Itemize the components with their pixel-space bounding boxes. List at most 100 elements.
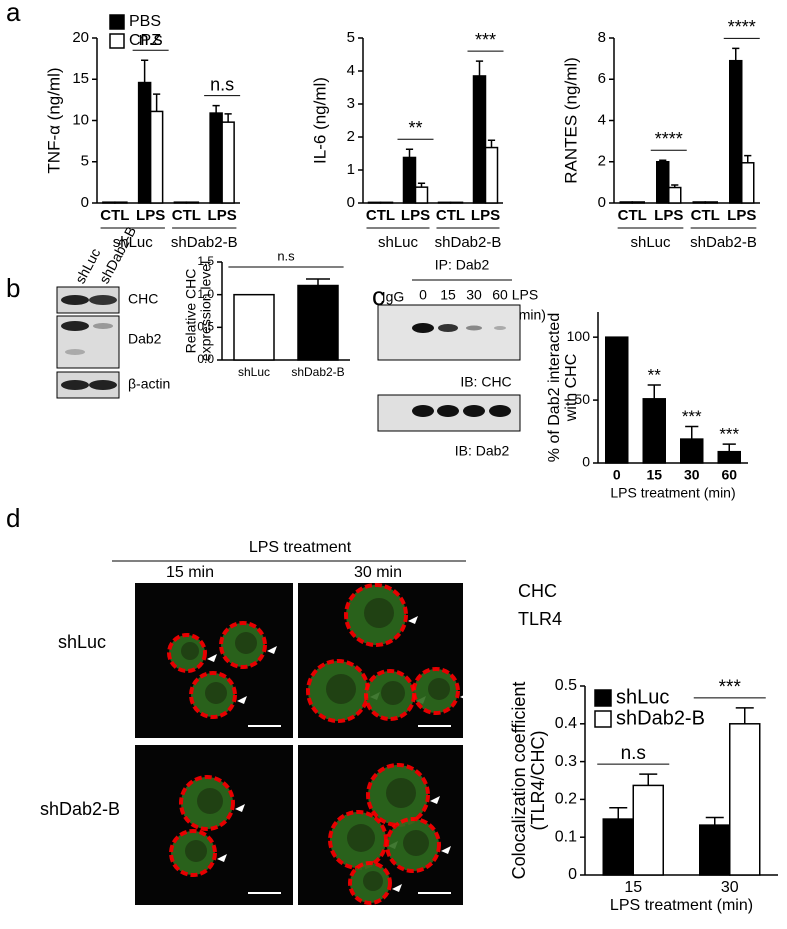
error-bar bbox=[722, 443, 736, 452]
arrowhead bbox=[441, 846, 451, 854]
cell-core bbox=[363, 871, 383, 891]
error-bar bbox=[732, 47, 740, 61]
y-tick-label: 20 bbox=[72, 29, 89, 46]
arrowhead bbox=[267, 646, 277, 654]
cell-core bbox=[205, 682, 227, 704]
y-tick-label: 4 bbox=[347, 62, 355, 79]
panel-label: b bbox=[6, 273, 20, 303]
y-tick-label: 3 bbox=[347, 95, 355, 112]
bar bbox=[741, 162, 755, 204]
x-tick-label: CTL bbox=[172, 207, 201, 224]
band bbox=[93, 323, 113, 329]
significance-label: *** bbox=[719, 425, 739, 444]
group-label: shLuc bbox=[113, 234, 154, 251]
bar bbox=[692, 201, 706, 204]
bar bbox=[729, 723, 761, 876]
y-tick-label: 0 bbox=[81, 194, 89, 211]
error-bar bbox=[405, 148, 414, 158]
bar bbox=[729, 59, 743, 204]
cell-core bbox=[235, 632, 257, 654]
y-tick-label: 0.5 bbox=[197, 320, 214, 334]
y-tick-label: 1 bbox=[347, 161, 355, 178]
bar bbox=[632, 784, 664, 876]
arrowhead bbox=[207, 654, 217, 662]
error-bar bbox=[705, 816, 724, 826]
bar bbox=[173, 201, 188, 204]
significance-label: **** bbox=[655, 129, 683, 149]
blot-header: IP: Dab2 bbox=[435, 257, 490, 273]
cell-core bbox=[386, 778, 416, 808]
legend-label: PBS bbox=[129, 13, 161, 30]
error-bar bbox=[417, 182, 426, 188]
band bbox=[494, 326, 506, 330]
error-bar bbox=[639, 773, 658, 786]
bar bbox=[631, 201, 645, 204]
x-axis-label: LPS treatment (min) bbox=[610, 897, 753, 914]
y-tick-label: 8 bbox=[598, 29, 606, 46]
arrowhead bbox=[408, 616, 418, 624]
column-label: 30 min bbox=[354, 564, 402, 581]
bar bbox=[233, 293, 275, 361]
band bbox=[437, 405, 459, 417]
y-tick-label: 0 bbox=[598, 194, 606, 211]
significance-label: n.s bbox=[277, 248, 295, 263]
bar bbox=[484, 146, 499, 204]
y-axis-label: RANTES (ng/ml) bbox=[561, 57, 580, 184]
lane-label: (min) bbox=[514, 307, 546, 323]
bar bbox=[602, 818, 634, 876]
legend-swatch bbox=[109, 33, 125, 49]
error-bar bbox=[212, 104, 220, 114]
bar bbox=[704, 201, 718, 204]
x-tick-label: 60 bbox=[721, 467, 737, 483]
y-tick-label: 15 bbox=[72, 70, 89, 87]
bar bbox=[699, 824, 731, 876]
x-tick-label: CTL bbox=[100, 207, 129, 224]
bar bbox=[668, 186, 682, 204]
row-label: shDab2-B bbox=[40, 799, 120, 819]
y-tick-label: 5 bbox=[81, 153, 89, 170]
row-label: IB: Dab2 bbox=[455, 443, 510, 459]
images-title: LPS treatment bbox=[249, 539, 352, 556]
error-bar bbox=[671, 184, 679, 188]
bar bbox=[209, 112, 223, 204]
bar bbox=[414, 186, 429, 204]
error-bar bbox=[685, 425, 699, 440]
y-tick-label: 0 bbox=[568, 866, 577, 883]
y-axis-label: (TLR4/CHC) bbox=[528, 730, 548, 830]
legend-swatch bbox=[109, 14, 125, 30]
y-tick-label: 4 bbox=[598, 111, 606, 128]
x-axis-label: LPS treatment (min) bbox=[610, 485, 735, 501]
x-tick-label: 30 bbox=[721, 879, 739, 896]
significance-label: n.s bbox=[210, 74, 234, 94]
cell-core bbox=[403, 830, 429, 856]
band bbox=[412, 323, 434, 333]
band bbox=[61, 295, 89, 305]
bar bbox=[642, 398, 666, 464]
column-label: 15 min bbox=[166, 564, 214, 581]
bar bbox=[114, 201, 128, 204]
error-bar bbox=[487, 139, 496, 148]
cell-core bbox=[326, 674, 356, 704]
channel-label: TLR4 bbox=[518, 609, 562, 629]
bar bbox=[449, 201, 464, 204]
error-bar bbox=[735, 707, 754, 724]
y-tick-label: 50 bbox=[574, 391, 590, 407]
bar bbox=[437, 201, 452, 204]
band bbox=[438, 324, 458, 332]
x-tick-label: LPS bbox=[471, 207, 500, 224]
band bbox=[61, 321, 89, 331]
x-tick-label: LPS bbox=[401, 207, 430, 224]
group-label: shLuc bbox=[630, 234, 671, 251]
group-label: shLuc bbox=[378, 234, 419, 251]
error-bar bbox=[475, 60, 484, 76]
legend-label: shDab2-B bbox=[616, 707, 705, 729]
x-tick-label: CTL bbox=[618, 207, 647, 224]
error-bar bbox=[647, 384, 661, 399]
y-tick-label: 0.4 bbox=[555, 715, 577, 732]
cell-core bbox=[428, 678, 450, 700]
row-label: Dab2 bbox=[128, 331, 162, 347]
blot-box bbox=[377, 304, 521, 361]
bar bbox=[619, 201, 633, 204]
lane-label: 0 bbox=[419, 287, 427, 303]
